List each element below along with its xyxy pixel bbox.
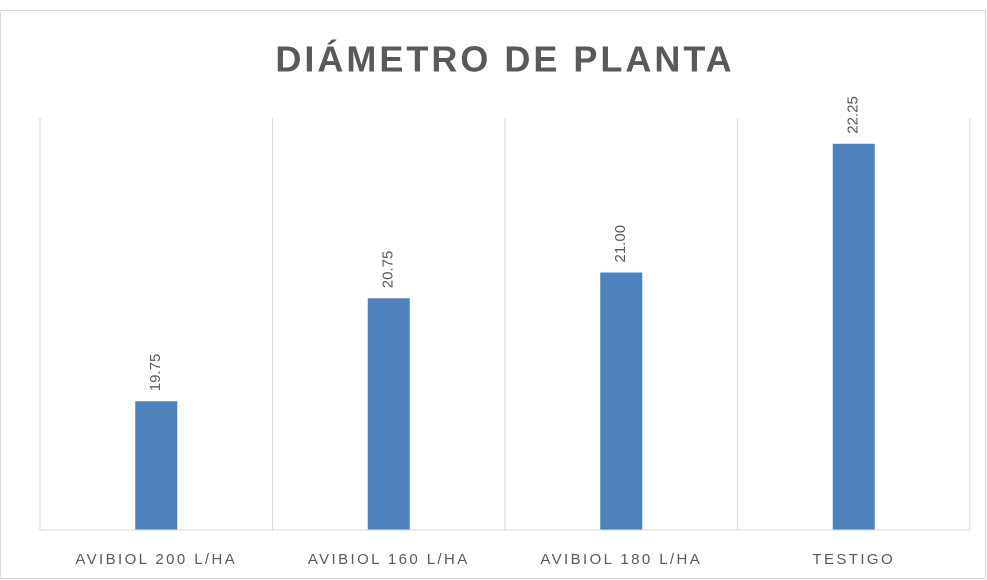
x-tick-label: AVIBIOL 200 L/HA [75, 551, 237, 568]
bar [367, 298, 410, 530]
bar [832, 143, 875, 530]
x-tick-label: TESTIGO [812, 551, 895, 568]
data-label: 21.00 [612, 225, 629, 263]
x-tick-label: AVIBIOL 180 L/HA [540, 551, 702, 568]
data-label: 20.75 [380, 251, 397, 289]
x-tick-label: AVIBIOL 160 L/HA [308, 551, 470, 568]
bar [135, 401, 178, 530]
data-label: 19.75 [147, 354, 164, 392]
bar [600, 272, 643, 530]
chart-title: DIÁMETRO DE PLANTA [275, 39, 734, 80]
data-label: 22.25 [845, 96, 862, 134]
